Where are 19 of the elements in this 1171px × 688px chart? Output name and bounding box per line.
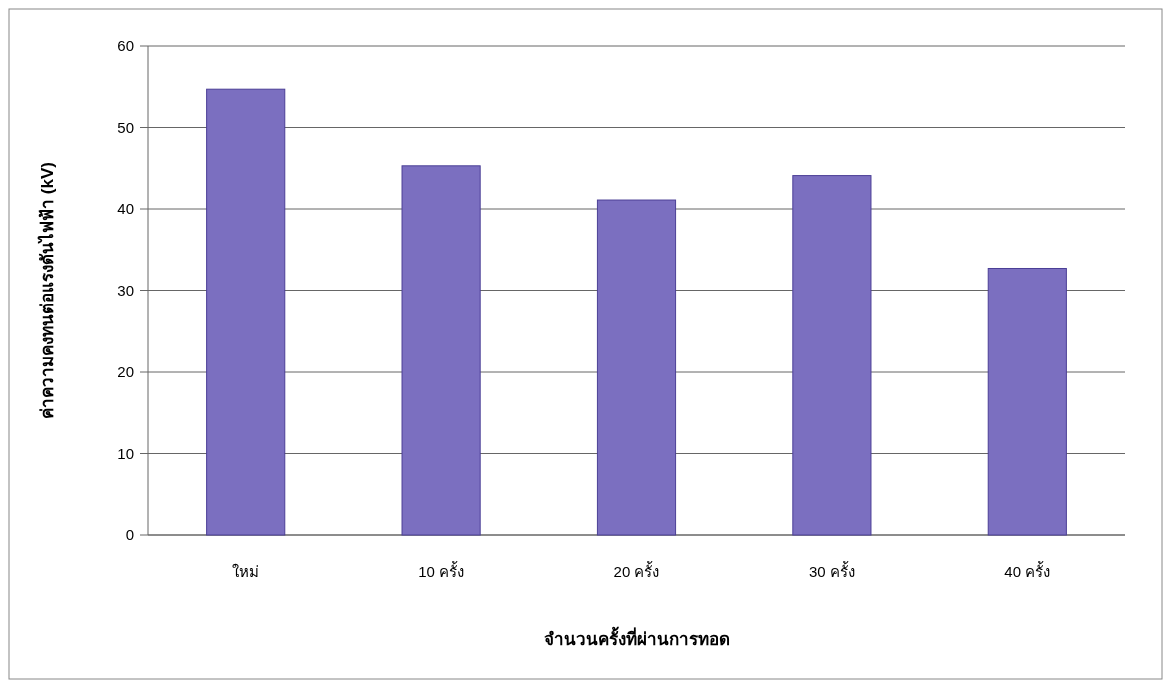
y-tick-label: 50	[117, 118, 134, 136]
y-tick-label: 20	[117, 363, 134, 381]
y-tick-label: 40	[117, 200, 134, 218]
y-axis-title: ค่าความคงทนต่อแรงดันไฟฟ้า (kV)	[37, 162, 57, 419]
y-tick-label: 0	[125, 526, 134, 544]
x-tick-label: ใหม่	[232, 563, 260, 580]
bar	[792, 175, 872, 536]
x-tick-label: 40 ครั้ง	[1004, 561, 1051, 580]
bar	[206, 88, 286, 536]
bar	[987, 268, 1067, 536]
y-tick-label: 30	[117, 281, 134, 299]
x-axis-title: จำนวนครั้งที่ผ่านการทอด	[543, 626, 730, 649]
x-tick-label: 20 ครั้ง	[613, 561, 660, 580]
y-tick-label: 10	[117, 444, 134, 462]
y-tick-label: 60	[117, 37, 134, 55]
bar	[401, 165, 481, 536]
x-tick-label: 30 ครั้ง	[808, 561, 855, 580]
x-tick-label: 10 ครั้ง	[418, 561, 465, 580]
bar	[596, 199, 677, 536]
